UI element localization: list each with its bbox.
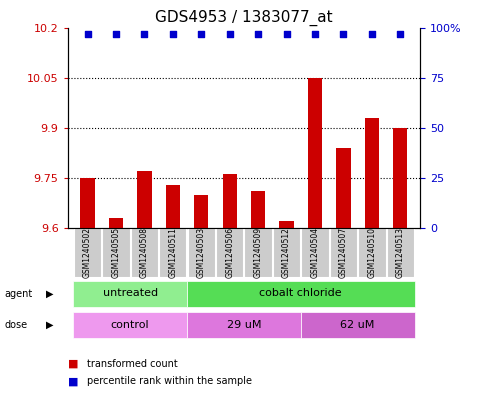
Bar: [223, 174, 237, 228]
Text: agent: agent: [5, 289, 33, 299]
Text: GSM1240507: GSM1240507: [339, 227, 348, 278]
Bar: [137, 171, 152, 228]
Text: GSM1240508: GSM1240508: [140, 227, 149, 278]
Text: GSM1240503: GSM1240503: [197, 227, 206, 278]
Title: GDS4953 / 1383077_at: GDS4953 / 1383077_at: [155, 10, 333, 26]
Point: [254, 30, 262, 37]
Bar: [280, 221, 294, 228]
Text: ■: ■: [68, 358, 78, 369]
Bar: [387, 228, 414, 277]
Bar: [301, 228, 328, 277]
Bar: [166, 184, 180, 228]
Bar: [308, 77, 322, 228]
Text: ■: ■: [68, 376, 78, 386]
Bar: [365, 118, 379, 228]
Bar: [73, 281, 187, 307]
Bar: [74, 228, 101, 277]
Bar: [330, 228, 357, 277]
Bar: [358, 228, 385, 277]
Text: dose: dose: [5, 320, 28, 330]
Text: GSM1240509: GSM1240509: [254, 227, 263, 278]
Bar: [216, 228, 243, 277]
Text: GSM1240513: GSM1240513: [396, 227, 405, 278]
Point: [340, 30, 347, 37]
Bar: [251, 191, 265, 228]
Bar: [244, 228, 272, 277]
Text: 62 uM: 62 uM: [341, 320, 375, 330]
Point: [397, 30, 404, 37]
Text: cobalt chloride: cobalt chloride: [259, 288, 342, 298]
Bar: [273, 228, 300, 277]
Bar: [187, 228, 215, 277]
Bar: [109, 218, 123, 228]
Text: untreated: untreated: [102, 288, 158, 298]
Point: [112, 30, 120, 37]
Bar: [102, 228, 129, 277]
Text: GSM1240505: GSM1240505: [112, 227, 120, 278]
Bar: [187, 281, 414, 307]
Text: 29 uM: 29 uM: [227, 320, 261, 330]
Text: percentile rank within the sample: percentile rank within the sample: [87, 376, 252, 386]
Bar: [131, 228, 158, 277]
Point: [141, 30, 148, 37]
Point: [169, 30, 177, 37]
Point: [84, 30, 91, 37]
Point: [311, 30, 319, 37]
Text: GSM1240502: GSM1240502: [83, 227, 92, 278]
Point: [283, 30, 290, 37]
Point: [226, 30, 234, 37]
Text: GSM1240511: GSM1240511: [169, 227, 177, 278]
Bar: [301, 312, 414, 338]
Bar: [80, 178, 95, 228]
Bar: [393, 128, 408, 228]
Bar: [159, 228, 186, 277]
Bar: [194, 195, 208, 228]
Bar: [187, 312, 301, 338]
Text: GSM1240512: GSM1240512: [282, 227, 291, 278]
Text: ▶: ▶: [46, 289, 54, 299]
Text: GSM1240506: GSM1240506: [225, 227, 234, 278]
Point: [368, 30, 376, 37]
Text: ▶: ▶: [46, 320, 54, 330]
Bar: [73, 312, 187, 338]
Text: GSM1240510: GSM1240510: [368, 227, 376, 278]
Point: [198, 30, 205, 37]
Text: transformed count: transformed count: [87, 358, 178, 369]
Text: GSM1240504: GSM1240504: [311, 227, 319, 278]
Text: control: control: [111, 320, 150, 330]
Bar: [336, 148, 351, 228]
